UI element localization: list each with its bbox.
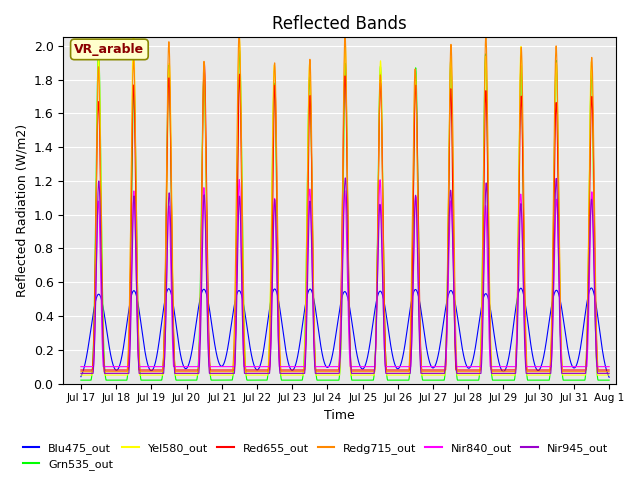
- Blu475_out: [588, 285, 595, 291]
- Yel580_out: [493, 372, 500, 378]
- Yel580_out: [605, 372, 613, 378]
- Blu475_out: [190, 336, 198, 342]
- Redg715_out: [418, 369, 426, 374]
- Yel580_out: [418, 372, 426, 378]
- Line: Blu475_out: Blu475_out: [81, 288, 609, 377]
- Grn535_out: [77, 377, 84, 383]
- Redg715_out: [190, 369, 198, 374]
- Yel580_out: [130, 26, 138, 32]
- Grn535_out: [604, 377, 611, 383]
- Redg715_out: [493, 369, 500, 374]
- Nir840_out: [184, 364, 192, 370]
- Nir840_out: [236, 177, 243, 182]
- Line: Nir945_out: Nir945_out: [81, 178, 609, 373]
- Blu475_out: [604, 370, 611, 376]
- Line: Red655_out: Red655_out: [81, 63, 609, 370]
- Nir945_out: [605, 371, 613, 376]
- Blu475_out: [493, 348, 500, 354]
- Red655_out: [493, 367, 500, 373]
- Blu475_out: [275, 298, 282, 304]
- X-axis label: Time: Time: [324, 409, 355, 422]
- Title: Reflected Bands: Reflected Bands: [273, 15, 407, 33]
- Red655_out: [418, 367, 426, 373]
- Legend: Blu475_out, Grn535_out, Yel580_out, Red655_out, Redg715_out, Nir840_out, Nir945_: Blu475_out, Grn535_out, Yel580_out, Red6…: [19, 438, 612, 474]
- Nir945_out: [77, 371, 84, 376]
- Nir945_out: [275, 345, 282, 351]
- Nir945_out: [604, 371, 611, 376]
- Red655_out: [77, 367, 84, 373]
- Line: Nir840_out: Nir840_out: [81, 180, 609, 367]
- Yel580_out: [190, 372, 198, 378]
- Nir945_out: [493, 371, 500, 376]
- Redg715_out: [604, 369, 611, 374]
- Redg715_out: [275, 299, 282, 304]
- Grn535_out: [605, 377, 613, 383]
- Red655_out: [604, 367, 611, 373]
- Nir945_out: [190, 371, 198, 376]
- Text: VR_arable: VR_arable: [74, 43, 145, 56]
- Red655_out: [605, 367, 613, 373]
- Redg715_out: [605, 369, 613, 374]
- Nir840_out: [77, 364, 84, 370]
- Blu475_out: [418, 312, 426, 318]
- Red655_out: [184, 367, 192, 373]
- Blu475_out: [184, 362, 192, 368]
- Line: Grn535_out: Grn535_out: [81, 48, 609, 380]
- Redg715_out: [236, 30, 243, 36]
- Yel580_out: [184, 372, 192, 378]
- Nir945_out: [184, 371, 192, 376]
- Nir945_out: [342, 175, 349, 181]
- Redg715_out: [184, 369, 192, 374]
- Grn535_out: [418, 372, 426, 377]
- Line: Redg715_out: Redg715_out: [81, 33, 609, 372]
- Nir840_out: [605, 364, 613, 370]
- Nir840_out: [190, 364, 198, 370]
- Line: Yel580_out: Yel580_out: [81, 29, 609, 375]
- Grn535_out: [493, 377, 500, 383]
- Redg715_out: [77, 369, 84, 374]
- Nir840_out: [275, 350, 282, 356]
- Yel580_out: [604, 372, 611, 378]
- Grn535_out: [95, 46, 102, 51]
- Grn535_out: [190, 377, 198, 383]
- Red655_out: [275, 323, 282, 328]
- Blu475_out: [77, 374, 84, 380]
- Grn535_out: [184, 377, 192, 383]
- Blu475_out: [605, 374, 613, 380]
- Red655_out: [200, 60, 208, 66]
- Nir945_out: [418, 371, 426, 376]
- Nir840_out: [604, 364, 611, 370]
- Yel580_out: [77, 372, 84, 378]
- Grn535_out: [275, 326, 282, 332]
- Nir840_out: [493, 364, 500, 370]
- Red655_out: [190, 367, 198, 373]
- Y-axis label: Reflected Radiation (W/m2): Reflected Radiation (W/m2): [15, 124, 28, 297]
- Yel580_out: [275, 312, 282, 317]
- Nir840_out: [418, 364, 426, 370]
